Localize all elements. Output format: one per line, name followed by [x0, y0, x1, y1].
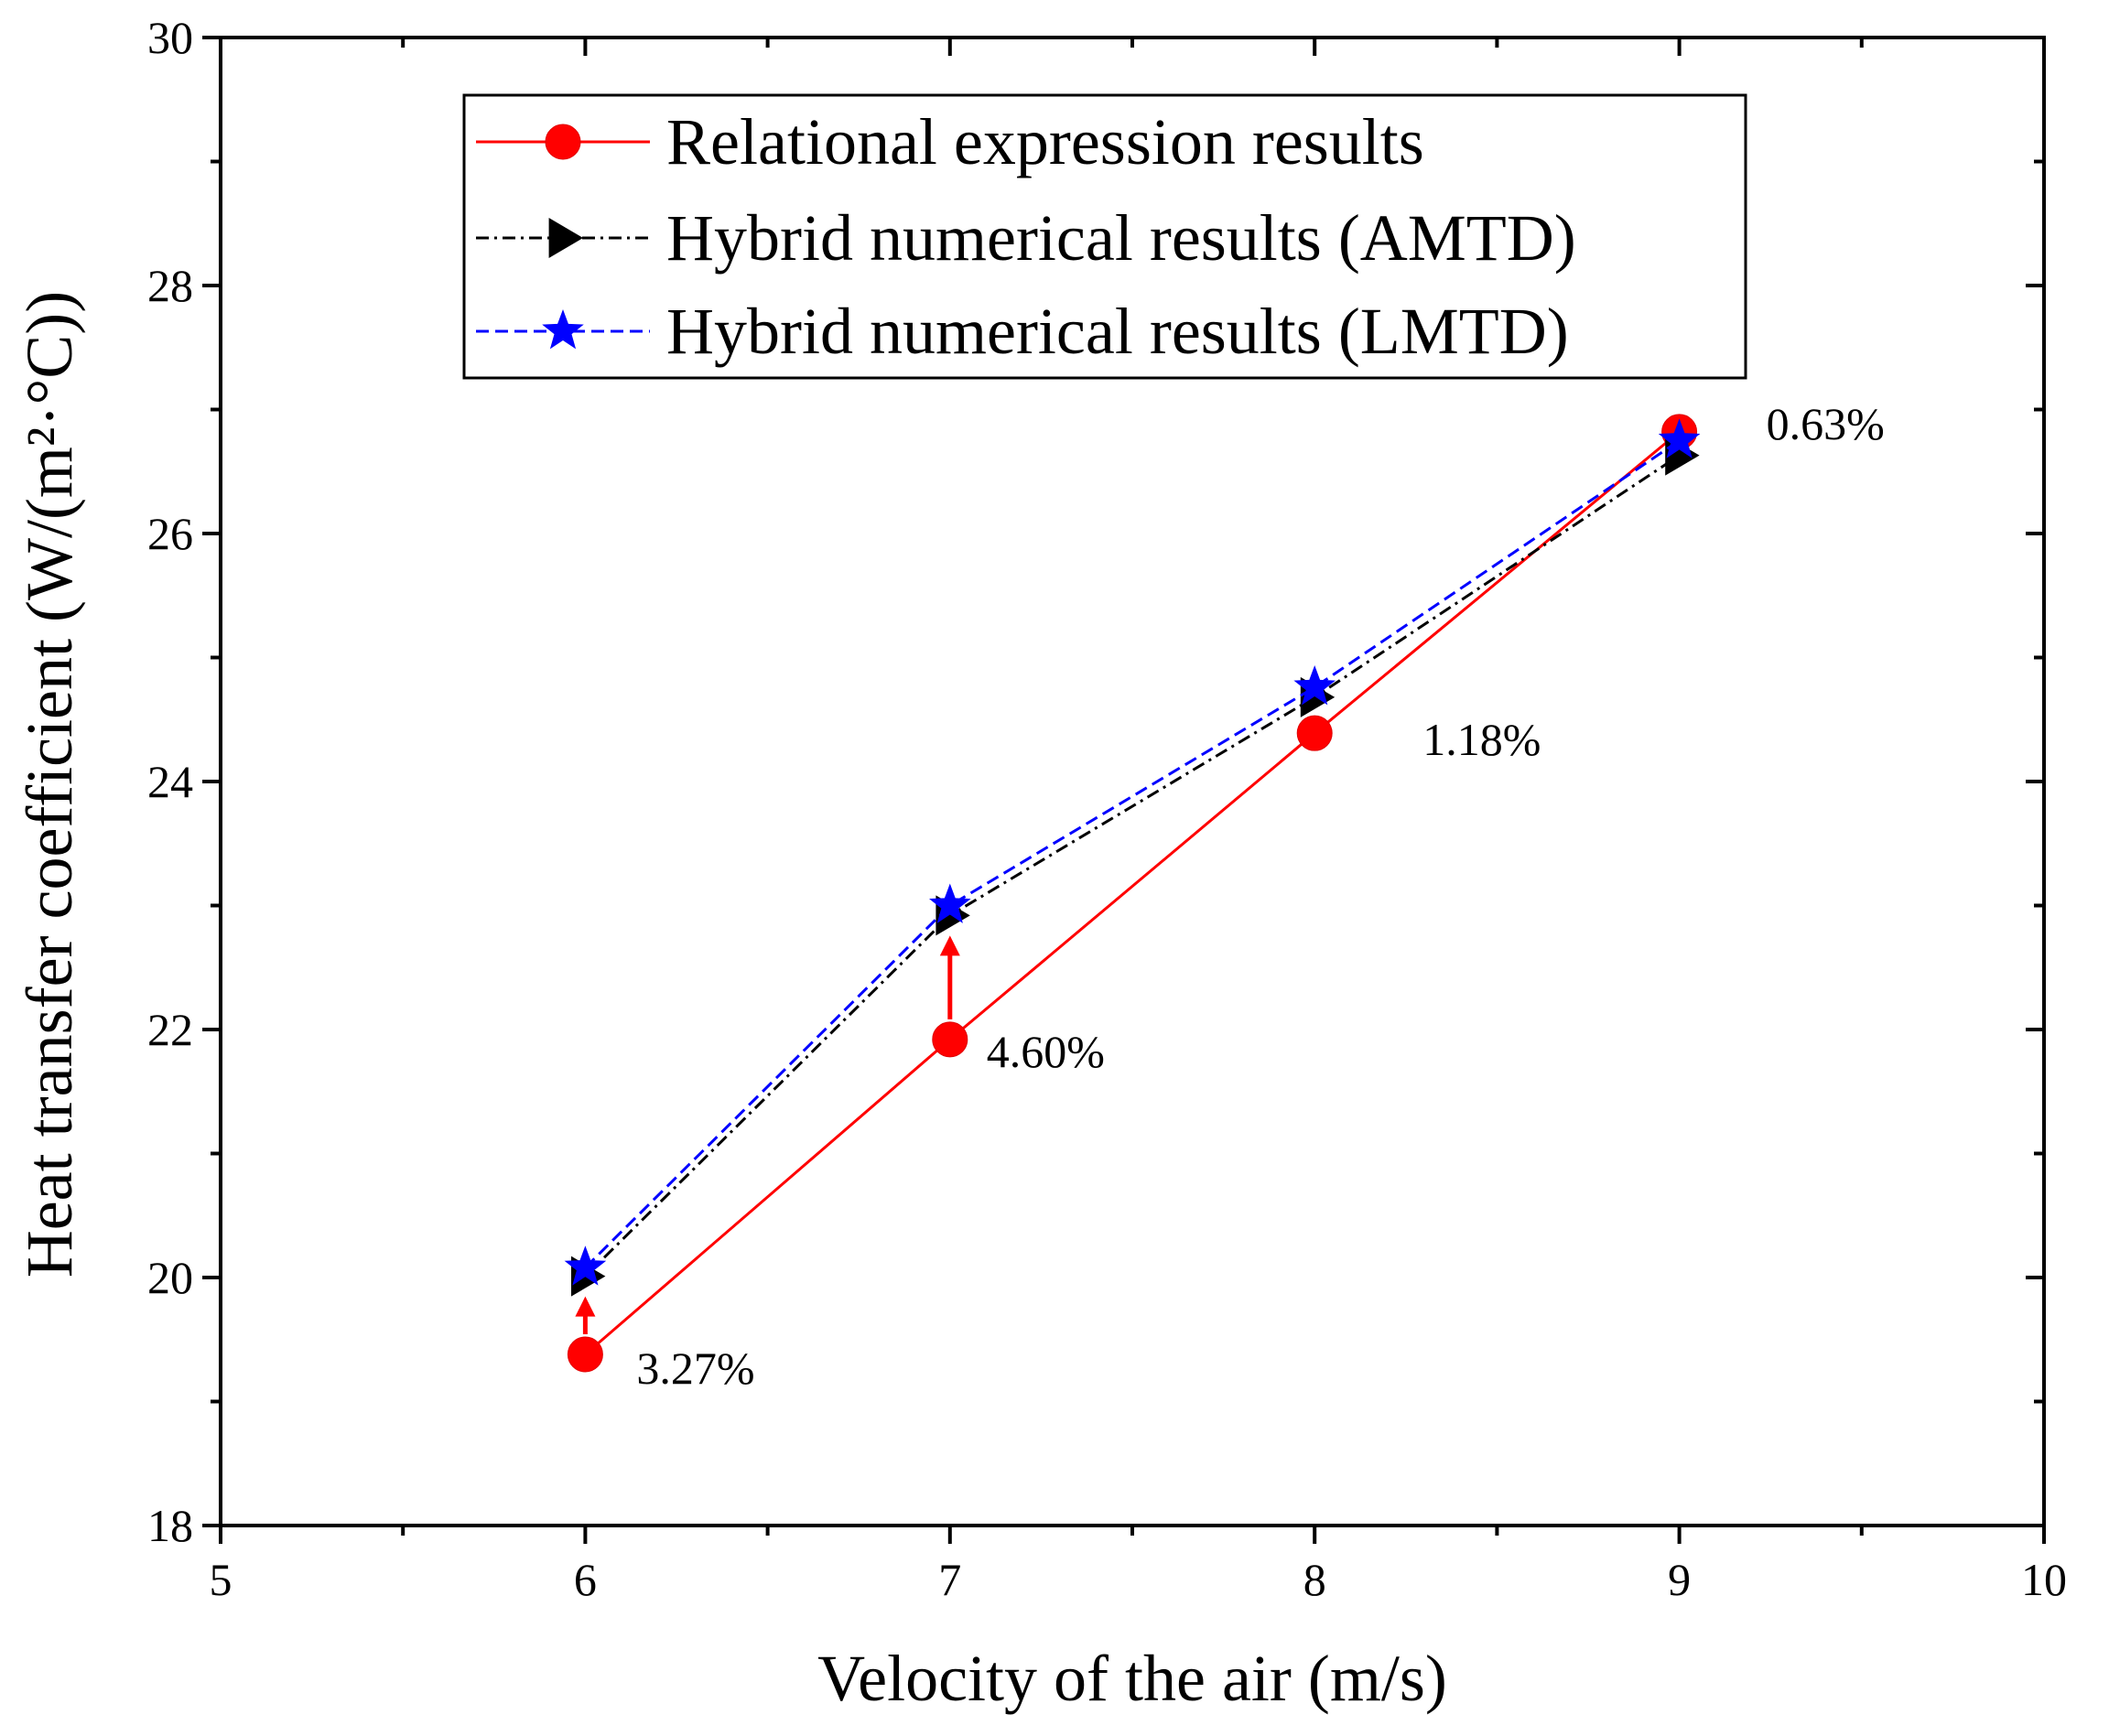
data-point [932, 1021, 968, 1058]
y-tick-label: 22 [147, 1004, 193, 1055]
y-tick-label: 26 [147, 508, 193, 559]
series-1 [571, 435, 1700, 1297]
error-annotation: 1.18% [1422, 714, 1541, 765]
legend-box [462, 93, 1747, 380]
data-point [929, 883, 971, 923]
plot-series [564, 414, 1701, 1373]
y-tick-label: 24 [147, 756, 193, 807]
error-arrow-head [575, 1296, 596, 1317]
x-tick-label: 5 [210, 1554, 233, 1605]
data-point [1658, 418, 1701, 458]
y-axis-label: Heat transfer coefficient (W/(m²·°C)) [13, 291, 86, 1278]
x-tick-label: 7 [938, 1554, 961, 1605]
data-point [567, 1336, 603, 1373]
data-point [1293, 665, 1336, 706]
x-tick-label: 8 [1303, 1554, 1326, 1605]
legend-marker [545, 124, 581, 160]
legend-label: Relational expression results [666, 105, 1424, 178]
series-2 [564, 418, 1701, 1286]
series-line [584, 454, 1681, 1278]
x-axis-label: Velocity of the air (m/s) [817, 1642, 1447, 1715]
legend-marker [548, 218, 583, 258]
axes: 5 6 7 8 9 10 18 20 22 24 26 28 30 [147, 12, 2067, 1605]
y-tick-label: 20 [147, 1252, 193, 1303]
legend-label: Hybrid numerical results (LMTD) [666, 295, 1569, 368]
y-tick-label: 28 [147, 260, 193, 311]
series-0 [567, 414, 1698, 1373]
data-point [1296, 715, 1333, 751]
y-tick-label: 18 [147, 1500, 193, 1551]
error-arrow-head [939, 935, 960, 956]
series-line [584, 430, 1681, 1356]
x-tick-label: 10 [2021, 1554, 2067, 1605]
legend-label: Hybrid numerical results (AMTD) [666, 201, 1576, 275]
data-point [564, 1245, 607, 1286]
x-tick-label: 9 [1668, 1554, 1691, 1605]
y-tick-label: 30 [147, 12, 193, 63]
legend-marker [542, 309, 584, 350]
legend: Relational expression results Hybrid nume… [462, 93, 1747, 380]
x-tick-label: 6 [574, 1554, 597, 1605]
series-line [584, 439, 1681, 1269]
error-annotation: 4.60% [987, 1026, 1105, 1077]
annotations: 3.27% 4.60% 1.18% 0.63% [575, 398, 1885, 1394]
error-annotation: 3.27% [636, 1342, 754, 1394]
error-annotation: 0.63% [1767, 398, 1885, 449]
